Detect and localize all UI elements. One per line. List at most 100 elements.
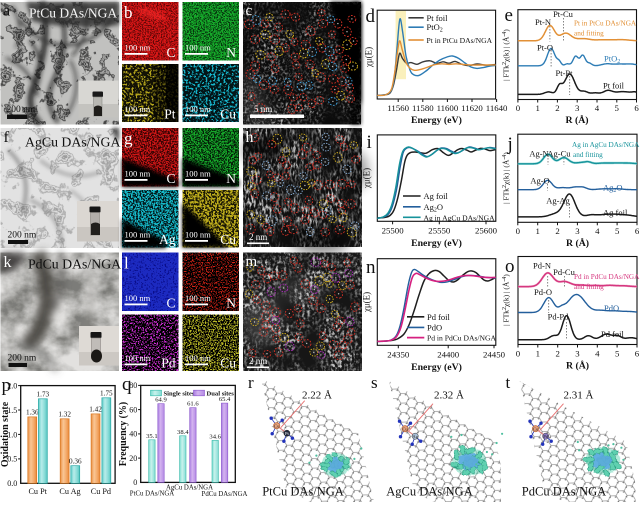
svg-text:Pt in PtCu DAs/NGA: Pt in PtCu DAs/NGA: [427, 36, 493, 45]
svg-text:2 nm: 2 nm: [249, 356, 267, 366]
svg-text:l: l: [124, 254, 129, 273]
svg-text:6: 6: [635, 349, 640, 359]
svg-text:5: 5: [615, 226, 620, 236]
svg-text:Cu Ag: Cu Ag: [59, 487, 80, 496]
svg-text:2: 2: [555, 226, 559, 236]
svg-text:4: 4: [595, 226, 600, 236]
svg-text:χμ(E): χμ(E): [362, 292, 372, 313]
svg-text:0: 0: [516, 103, 521, 113]
svg-text:Pt-O: Pt-O: [537, 43, 553, 53]
svg-text:100 nm: 100 nm: [185, 230, 211, 240]
svg-text:Pd foil: Pd foil: [601, 329, 625, 339]
svg-text:3: 3: [575, 226, 580, 236]
svg-text:i: i: [367, 132, 372, 153]
svg-text:64.9: 64.9: [155, 397, 167, 404]
svg-text:Pt: Pt: [164, 107, 176, 122]
svg-text:Cu: Cu: [274, 423, 280, 428]
svg-text:Ag: Ag: [412, 434, 418, 439]
svg-text:2 nm: 2 nm: [249, 232, 267, 242]
svg-text:2.32 Å: 2.32 Å: [434, 390, 464, 402]
svg-text:Ag2O: Ag2O: [603, 183, 623, 195]
svg-text:2.22 Å: 2.22 Å: [302, 390, 332, 402]
svg-text:100 nm: 100 nm: [185, 353, 211, 363]
svg-text:0.0: 0.0: [7, 479, 17, 488]
svg-text:5 nm: 5 nm: [254, 104, 272, 114]
svg-text:PtCu DAs/NGA: PtCu DAs/NGA: [130, 491, 174, 498]
svg-text:11580: 11580: [412, 103, 434, 113]
svg-text:Pt in PtCu DAs/NGA: Pt in PtCu DAs/NGA: [574, 20, 637, 28]
svg-text:Ag: Ag: [159, 232, 176, 247]
svg-text:n: n: [366, 257, 376, 278]
svg-text:χμ(E): χμ(E): [364, 47, 374, 68]
svg-text:Ag2O: Ag2O: [424, 202, 444, 214]
svg-text:Cu Pd: Cu Pd: [91, 487, 111, 496]
svg-text:1: 1: [535, 226, 539, 236]
svg-text:1.75: 1.75: [100, 390, 113, 398]
svg-text:2.31 Å: 2.31 Å: [564, 390, 594, 402]
svg-text:100 nm: 100 nm: [125, 230, 151, 240]
svg-text:100 nm: 100 nm: [125, 353, 151, 363]
svg-text:1.32: 1.32: [58, 411, 71, 419]
svg-text:2: 2: [555, 103, 559, 113]
svg-text:Pd: Pd: [161, 356, 176, 371]
svg-text:24350: 24350: [387, 350, 410, 360]
svg-text:AgCu DAs/NGA: AgCu DAs/NGA: [25, 135, 120, 150]
svg-text:38.4: 38.4: [177, 429, 189, 436]
svg-text:Oxidation state: Oxidation state: [0, 401, 11, 467]
svg-text:100 nm: 100 nm: [185, 104, 211, 114]
svg-text:Ag foil: Ag foil: [424, 191, 449, 201]
svg-text:1.73: 1.73: [37, 391, 50, 399]
svg-text:Cu: Cu: [220, 356, 236, 371]
svg-text:Pt-Pt: Pt-Pt: [555, 68, 573, 78]
svg-text:PtCu DAs/NGA: PtCu DAs/NGA: [29, 6, 117, 21]
svg-text:Energy (eV): Energy (eV): [411, 115, 462, 126]
svg-text:PdCu DAs/NGA: PdCu DAs/NGA: [202, 491, 248, 498]
svg-text:11640: 11640: [486, 103, 508, 113]
svg-text:m: m: [246, 254, 258, 270]
svg-text:b: b: [124, 3, 133, 22]
svg-text:Pd: Pd: [543, 434, 549, 439]
svg-text:d: d: [366, 6, 376, 27]
svg-text:Dual sites: Dual sites: [207, 391, 235, 398]
svg-text:Pt-Cu: Pt-Cu: [553, 9, 574, 19]
svg-text:Cu: Cu: [220, 107, 236, 122]
svg-text:PdCu DAs/NGA: PdCu DAs/NGA: [28, 257, 121, 272]
svg-text:100 nm: 100 nm: [185, 43, 211, 53]
svg-text:100 nm: 100 nm: [125, 104, 151, 114]
svg-text:t: t: [506, 373, 511, 392]
svg-text:f: f: [4, 129, 10, 146]
svg-text:Pt foil: Pt foil: [603, 81, 625, 91]
svg-text:5: 5: [615, 103, 620, 113]
svg-text:and fitting: and fitting: [574, 30, 604, 38]
svg-text:C: C: [166, 296, 175, 311]
svg-text:e: e: [505, 5, 513, 26]
svg-text:s: s: [371, 373, 378, 392]
svg-text:Ag-Ag: Ag-Ag: [546, 196, 570, 206]
svg-text:and fitting: and fitting: [573, 151, 603, 159]
svg-text:35.1: 35.1: [146, 433, 158, 440]
svg-text:N: N: [226, 45, 236, 60]
svg-text:60: 60: [129, 405, 137, 414]
svg-text:1: 1: [535, 103, 539, 113]
svg-text:g: g: [124, 129, 133, 148]
svg-text:h: h: [246, 129, 254, 146]
svg-text:2: 2: [555, 349, 559, 359]
svg-text:Energy (eV): Energy (eV): [411, 362, 462, 373]
svg-text:25550: 25550: [428, 226, 451, 236]
svg-text:20: 20: [129, 454, 137, 463]
svg-text:Pd-N: Pd-N: [533, 261, 551, 271]
svg-text:Ag-Cu: Ag-Cu: [547, 149, 571, 159]
svg-text:PdO: PdO: [604, 303, 619, 313]
svg-text:r: r: [248, 373, 254, 392]
svg-text:Pd in PdCu DAs/NGA: Pd in PdCu DAs/NGA: [574, 273, 640, 281]
svg-text:25600: 25600: [475, 226, 498, 236]
svg-text:q: q: [122, 374, 132, 395]
svg-text:100 nm: 100 nm: [125, 43, 151, 53]
svg-text:24450: 24450: [483, 350, 506, 360]
svg-text:Energy (eV): Energy (eV): [411, 238, 462, 249]
svg-text:200 nm: 200 nm: [8, 231, 37, 241]
svg-text:C: C: [166, 45, 175, 60]
svg-text:0: 0: [133, 478, 137, 487]
svg-text:Pd foil: Pd foil: [427, 312, 451, 322]
svg-text:4: 4: [595, 103, 600, 113]
